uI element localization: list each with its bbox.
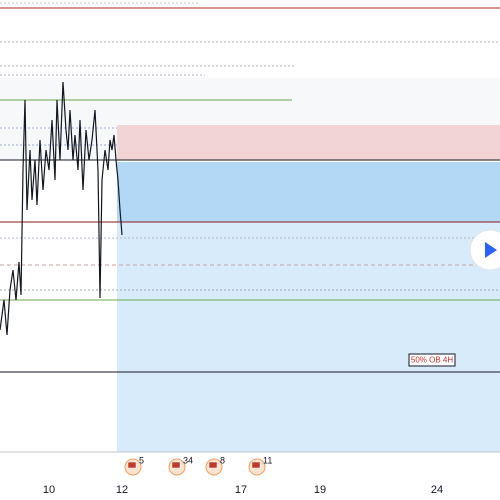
badge-count: 8 [220, 455, 225, 465]
position-zone [117, 162, 500, 222]
x-tick-label: 10 [43, 484, 55, 496]
price-series [0, 81, 123, 336]
zone-label: 50% OB 4H [411, 356, 453, 365]
flag-icon [171, 461, 181, 469]
zone-label-box [408, 353, 456, 367]
x-tick-label: 12 [116, 484, 128, 496]
position-zone [117, 222, 500, 452]
x-tick-label: 24 [431, 484, 443, 496]
badge-count: 5 [139, 455, 144, 465]
x-tick-label: 19 [314, 484, 326, 496]
flag-icon [127, 461, 137, 469]
supply-zone [117, 125, 500, 160]
event-badges: 5 34 8 11 [124, 455, 272, 476]
badge-count: 34 [183, 455, 193, 465]
x-axis: 10 12 17 19 24 [43, 484, 443, 496]
play-icon [485, 242, 497, 258]
flag-icon [251, 461, 261, 469]
flag-icon [208, 461, 218, 469]
x-tick-label: 17 [235, 484, 247, 496]
badge-count: 11 [263, 455, 272, 465]
